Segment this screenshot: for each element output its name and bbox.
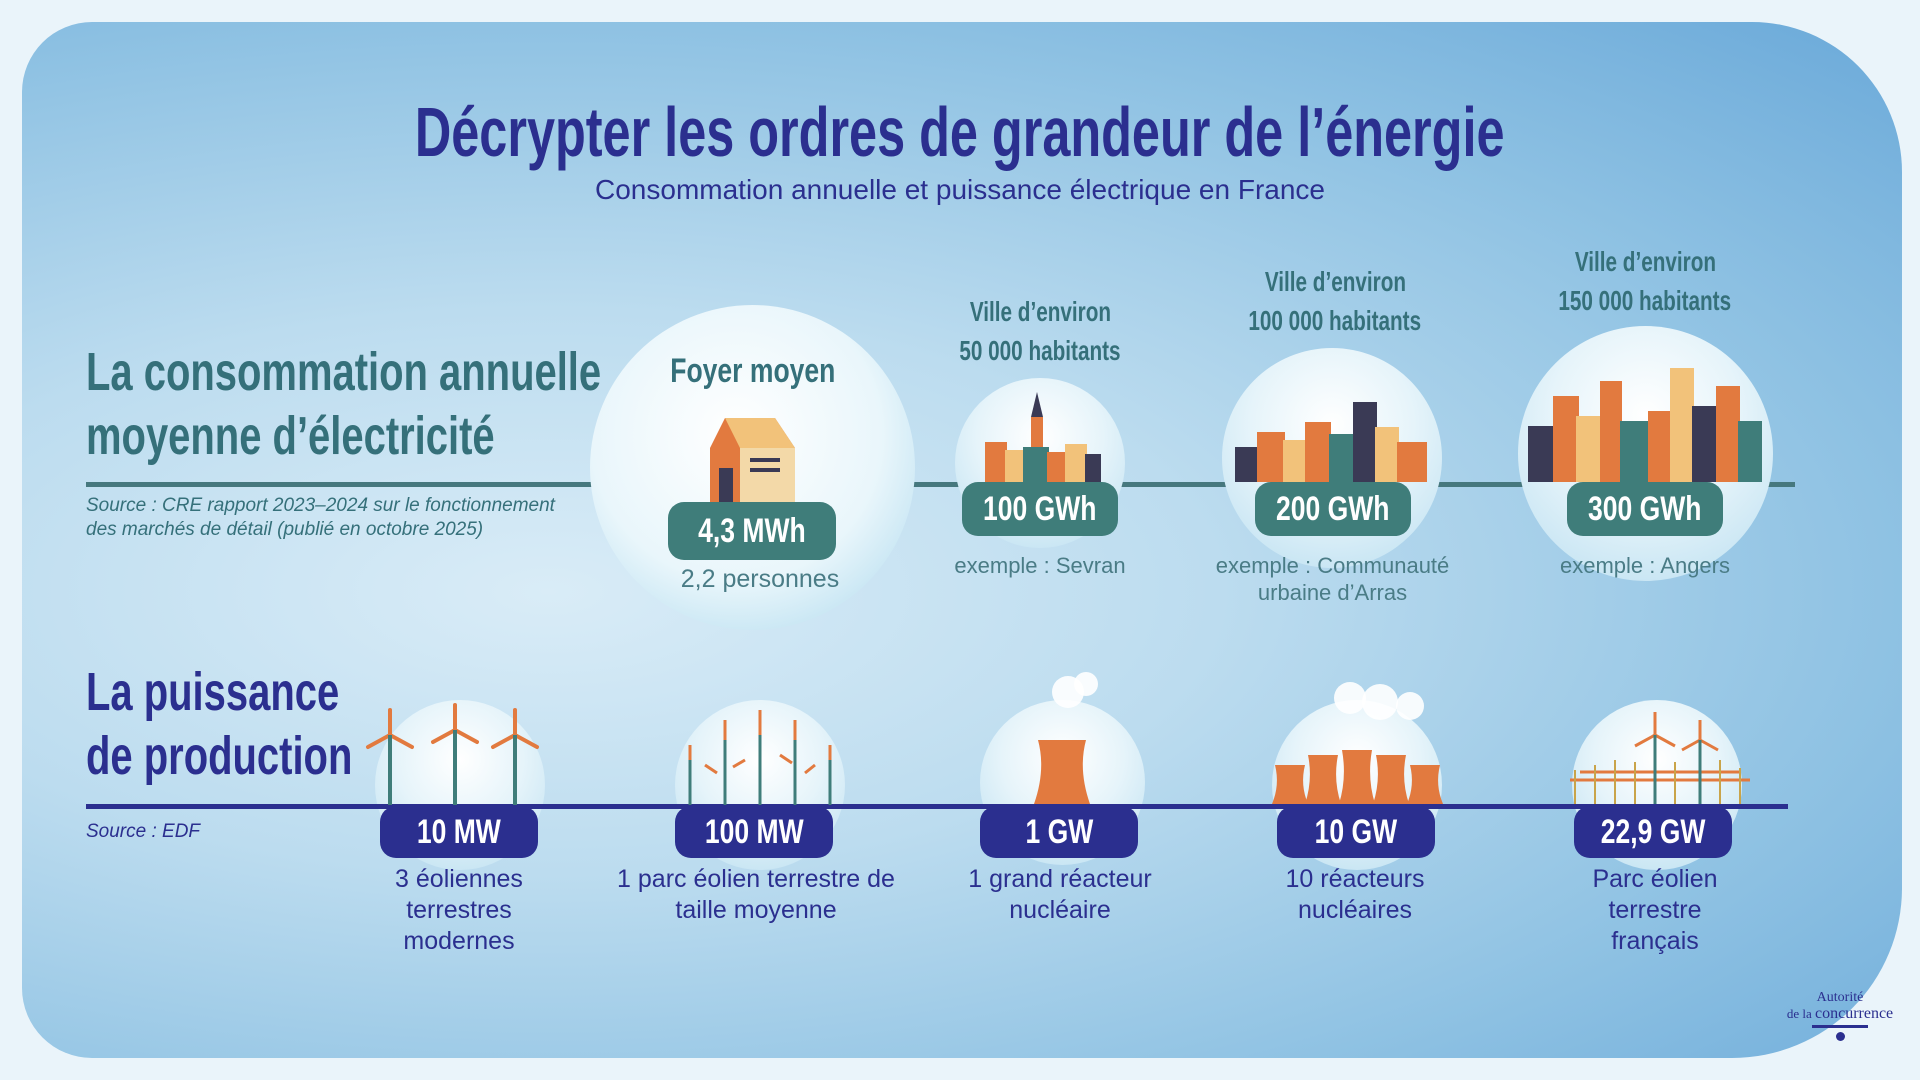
city-150k-value-badge: 300 GWh xyxy=(1567,482,1723,536)
house-icon xyxy=(710,418,795,505)
city-100k-example: exemple : Communauté urbaine d’Arras xyxy=(1215,553,1450,605)
city-150k-label: Ville d’environ 150 000 habitants xyxy=(1558,246,1732,316)
national-wind-fleet-icon xyxy=(1570,712,1750,804)
autorite-concurrence-logo: Autorité de la concurrence xyxy=(1770,990,1910,1041)
power-100mw-caption: 1 parc éolien terrestre de taille moyenn… xyxy=(617,865,895,924)
power-22-9gw-badge: 22,9 GW xyxy=(1574,806,1732,858)
consumption-source: Source : CRE rapport 2023–2024 sur le fo… xyxy=(86,495,555,540)
nuclear-reactor-icon xyxy=(1034,672,1098,804)
city-150k-example: exemple : Angers xyxy=(1560,553,1730,578)
consumption-heading: La consommation annuelle moyenne d’élect… xyxy=(86,342,602,466)
power-10gw-badge: 10 GW xyxy=(1277,806,1435,858)
large-city-icon xyxy=(1528,368,1762,482)
production-baseline xyxy=(86,804,1788,809)
power-10gw-caption: 10 réacteurs nucléaires xyxy=(1285,865,1425,924)
city-50k-example: exemple : Sevran xyxy=(954,553,1126,578)
household-label: Foyer moyen xyxy=(669,352,836,390)
household-value-badge: 4,3 MWh xyxy=(668,502,836,560)
production-source: Source : EDF xyxy=(86,821,201,842)
medium-city-icon xyxy=(1235,402,1427,482)
power-10mw-caption: 3 éoliennes terrestres modernes xyxy=(395,865,523,955)
household-caption: 2,2 personnes xyxy=(680,565,840,593)
city-50k-label: Ville d’environ 50 000 habitants xyxy=(959,296,1121,366)
production-heading: La puissance de production xyxy=(86,662,353,786)
power-100mw-badge: 100 MW xyxy=(675,806,833,858)
small-town-icon xyxy=(985,392,1101,482)
power-22-9gw-caption: Parc éolien terrestre français xyxy=(1592,865,1718,955)
page-title: Décrypter les ordres de grandeur de l’én… xyxy=(415,93,1505,171)
nuclear-reactors-icon xyxy=(1272,682,1443,804)
page-subtitle: Consommation annuelle et puissance élect… xyxy=(595,174,1325,205)
city-100k-label: Ville d’environ 100 000 habitants xyxy=(1248,266,1422,336)
three-wind-turbines-icon xyxy=(366,703,539,805)
wind-farm-icon xyxy=(688,710,832,805)
city-100k-value-badge: 200 GWh xyxy=(1255,482,1411,536)
consumption-divider xyxy=(86,482,596,487)
power-1gw-caption: 1 grand réacteur nucléaire xyxy=(968,865,1152,924)
power-10mw-badge: 10 MW xyxy=(380,806,538,858)
city-50k-value-badge: 100 GWh xyxy=(962,482,1118,536)
power-1gw-badge: 1 GW xyxy=(980,806,1138,858)
